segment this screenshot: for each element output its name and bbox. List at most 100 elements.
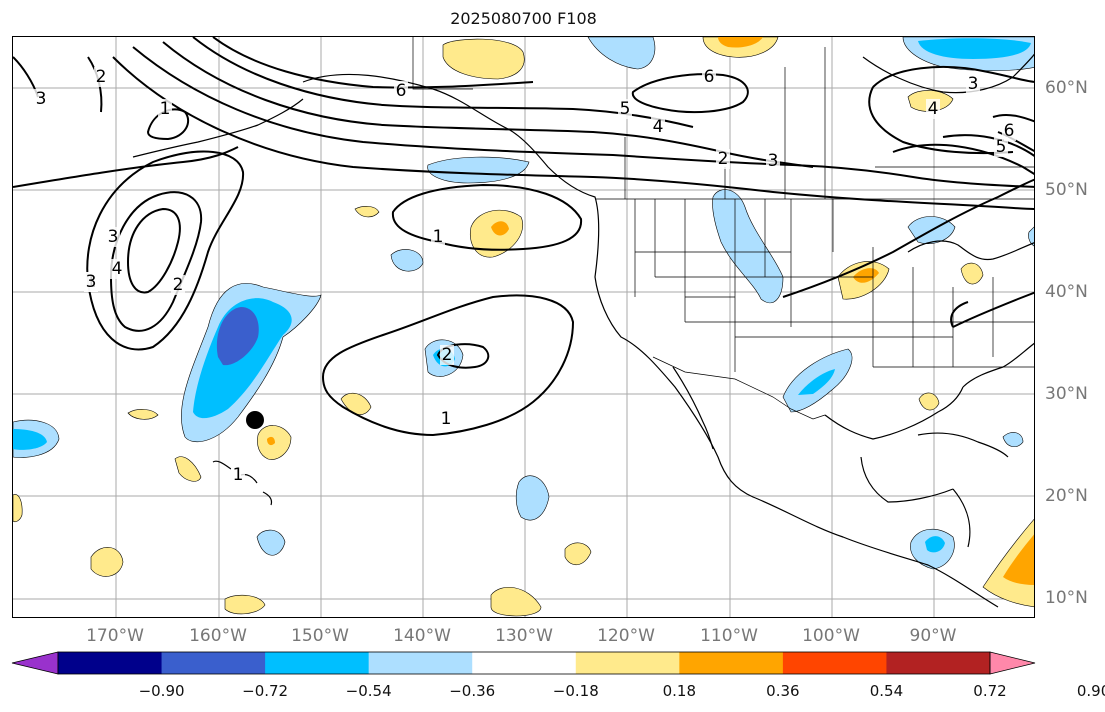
positive-anomaly-small-2 [340, 392, 372, 415]
positive-anomaly-hawaii-n-core [267, 436, 275, 446]
contour-label: 1 [160, 99, 171, 119]
contour-line-2-west-ring [109, 191, 203, 332]
contour-line-2-subtropical [436, 343, 490, 369]
contour-label-background [158, 99, 172, 119]
contour-label-background [440, 345, 454, 365]
longitude-label: 140°W [393, 626, 451, 646]
latitude-label: 60°N [1045, 78, 1088, 98]
contour-label: 2 [173, 275, 184, 295]
colorbar-tick-label: −0.36 [449, 682, 496, 700]
colorbar-outline [57, 651, 991, 675]
contour-label-background [34, 89, 48, 109]
colorbar-tick-label: 0.72 [973, 682, 1007, 700]
contour-label-background [439, 409, 453, 429]
contour-line-1-subtropical [321, 294, 575, 437]
contour-label: 5 [620, 99, 631, 119]
contour-label-background [766, 151, 780, 171]
longitude-label: 170°W [86, 626, 144, 646]
negative-anomaly-hawaii [256, 529, 286, 556]
positive-anomaly-s-east [564, 542, 592, 565]
contour-label: 4 [928, 99, 939, 119]
storm-position-marker [246, 411, 264, 429]
colorbar [11, 651, 1036, 675]
contour-label-background [966, 74, 980, 94]
positive-anomaly-s-central [490, 587, 542, 617]
colorbar-segment [575, 652, 680, 674]
state-border-lines [634, 199, 1034, 372]
positive-anomaly-east-pacific-mex-core [1003, 534, 1034, 585]
canada-province-lines [624, 47, 1034, 199]
map-canvas: 6543216456343211211233 [13, 37, 1034, 617]
positive-anomaly-small-1 [354, 206, 380, 218]
colorbar-tick-label: 0.90 [1076, 682, 1105, 700]
contour-label-background [394, 81, 408, 101]
negative-anomaly-central-pacific-max [216, 307, 259, 366]
north-america-west-coast [302, 73, 999, 608]
negative-anomaly-rockies [712, 189, 784, 304]
negative-anomaly-east-pacific [515, 475, 550, 521]
contour-label: 2 [442, 345, 453, 365]
contour-line-2 [112, 56, 1034, 210]
positive-anomaly-florida [918, 392, 940, 411]
contour-label-background [110, 259, 124, 279]
contour-label: 1 [233, 465, 244, 485]
contour-label-background [106, 227, 120, 247]
colorbar-tick-label: −0.18 [552, 682, 599, 700]
latitude-label: 30°N [1045, 384, 1088, 404]
colorbar-segment [472, 652, 577, 674]
contour-label: 3 [768, 151, 779, 171]
contour-line-4-east [892, 143, 1034, 175]
longitude-label: 160°W [189, 626, 247, 646]
positive-anomaly-sw-1 [90, 547, 124, 577]
contour-label: 6 [1004, 121, 1015, 141]
colorbar-segment [679, 652, 784, 674]
alaska-border [412, 37, 473, 90]
contour-label: 2 [718, 149, 729, 169]
negative-anomaly-north-top [587, 37, 656, 70]
great-lakes [907, 240, 1034, 261]
colorbar-extend-high [989, 651, 1036, 675]
negative-anomaly-west-edge-core [13, 429, 47, 450]
positive-anomaly-west [13, 494, 23, 523]
colorbar-segment [886, 652, 991, 674]
contour-label: 2 [96, 67, 107, 87]
positive-anomaly-north-2-core [718, 37, 763, 48]
contour-label-background [171, 275, 185, 295]
gulf-of-mexico-coast [824, 386, 971, 548]
longitude-label: 130°W [495, 626, 553, 646]
contour-label: 1 [441, 409, 452, 429]
contour-label: 5 [996, 137, 1007, 157]
contour-labels: 6543216456343211211233 [34, 67, 1016, 485]
contour-lines [13, 37, 1034, 437]
contour-label-background [926, 99, 940, 119]
colorbar-extend-low [11, 651, 59, 675]
longitude-label: 120°W [597, 626, 655, 646]
positive-anomaly-ne-pacific-core [491, 221, 509, 236]
contour-label-background [94, 67, 108, 87]
colorbar-segment [161, 652, 266, 674]
gridlines [13, 37, 1034, 617]
colorbar-tick-label: 0.36 [766, 682, 800, 700]
negative-anomaly-hudson-core [918, 38, 1031, 59]
contour-label-background [431, 227, 445, 247]
colorbar-tick-label: −0.90 [138, 682, 185, 700]
contour-label: 6 [704, 67, 715, 87]
shaded-anomalies [13, 37, 1034, 617]
negative-anomaly-texas-core [798, 369, 835, 395]
contour-line-2-rockies [782, 178, 1034, 298]
contour-label: 1 [433, 227, 444, 247]
mexico-border [652, 356, 826, 420]
negative-anomaly-gulf-alaska [427, 156, 530, 184]
contour-line-1-west-ring [86, 150, 245, 351]
contour-label-background [994, 137, 1008, 157]
contour-label: 4 [112, 259, 123, 279]
contour-line-3-ring-east [868, 66, 1034, 155]
contour-line-3-west-ring [126, 207, 181, 294]
contour-line-6-north [212, 37, 534, 89]
latitude-label: 10°N [1045, 588, 1088, 608]
contour-label: 3 [86, 272, 97, 292]
positive-anomaly-ontario [960, 262, 984, 285]
contour-line-6-east [992, 113, 1034, 153]
longitude-label: 100°W [802, 626, 860, 646]
positive-anomaly-plains-core [853, 268, 879, 283]
